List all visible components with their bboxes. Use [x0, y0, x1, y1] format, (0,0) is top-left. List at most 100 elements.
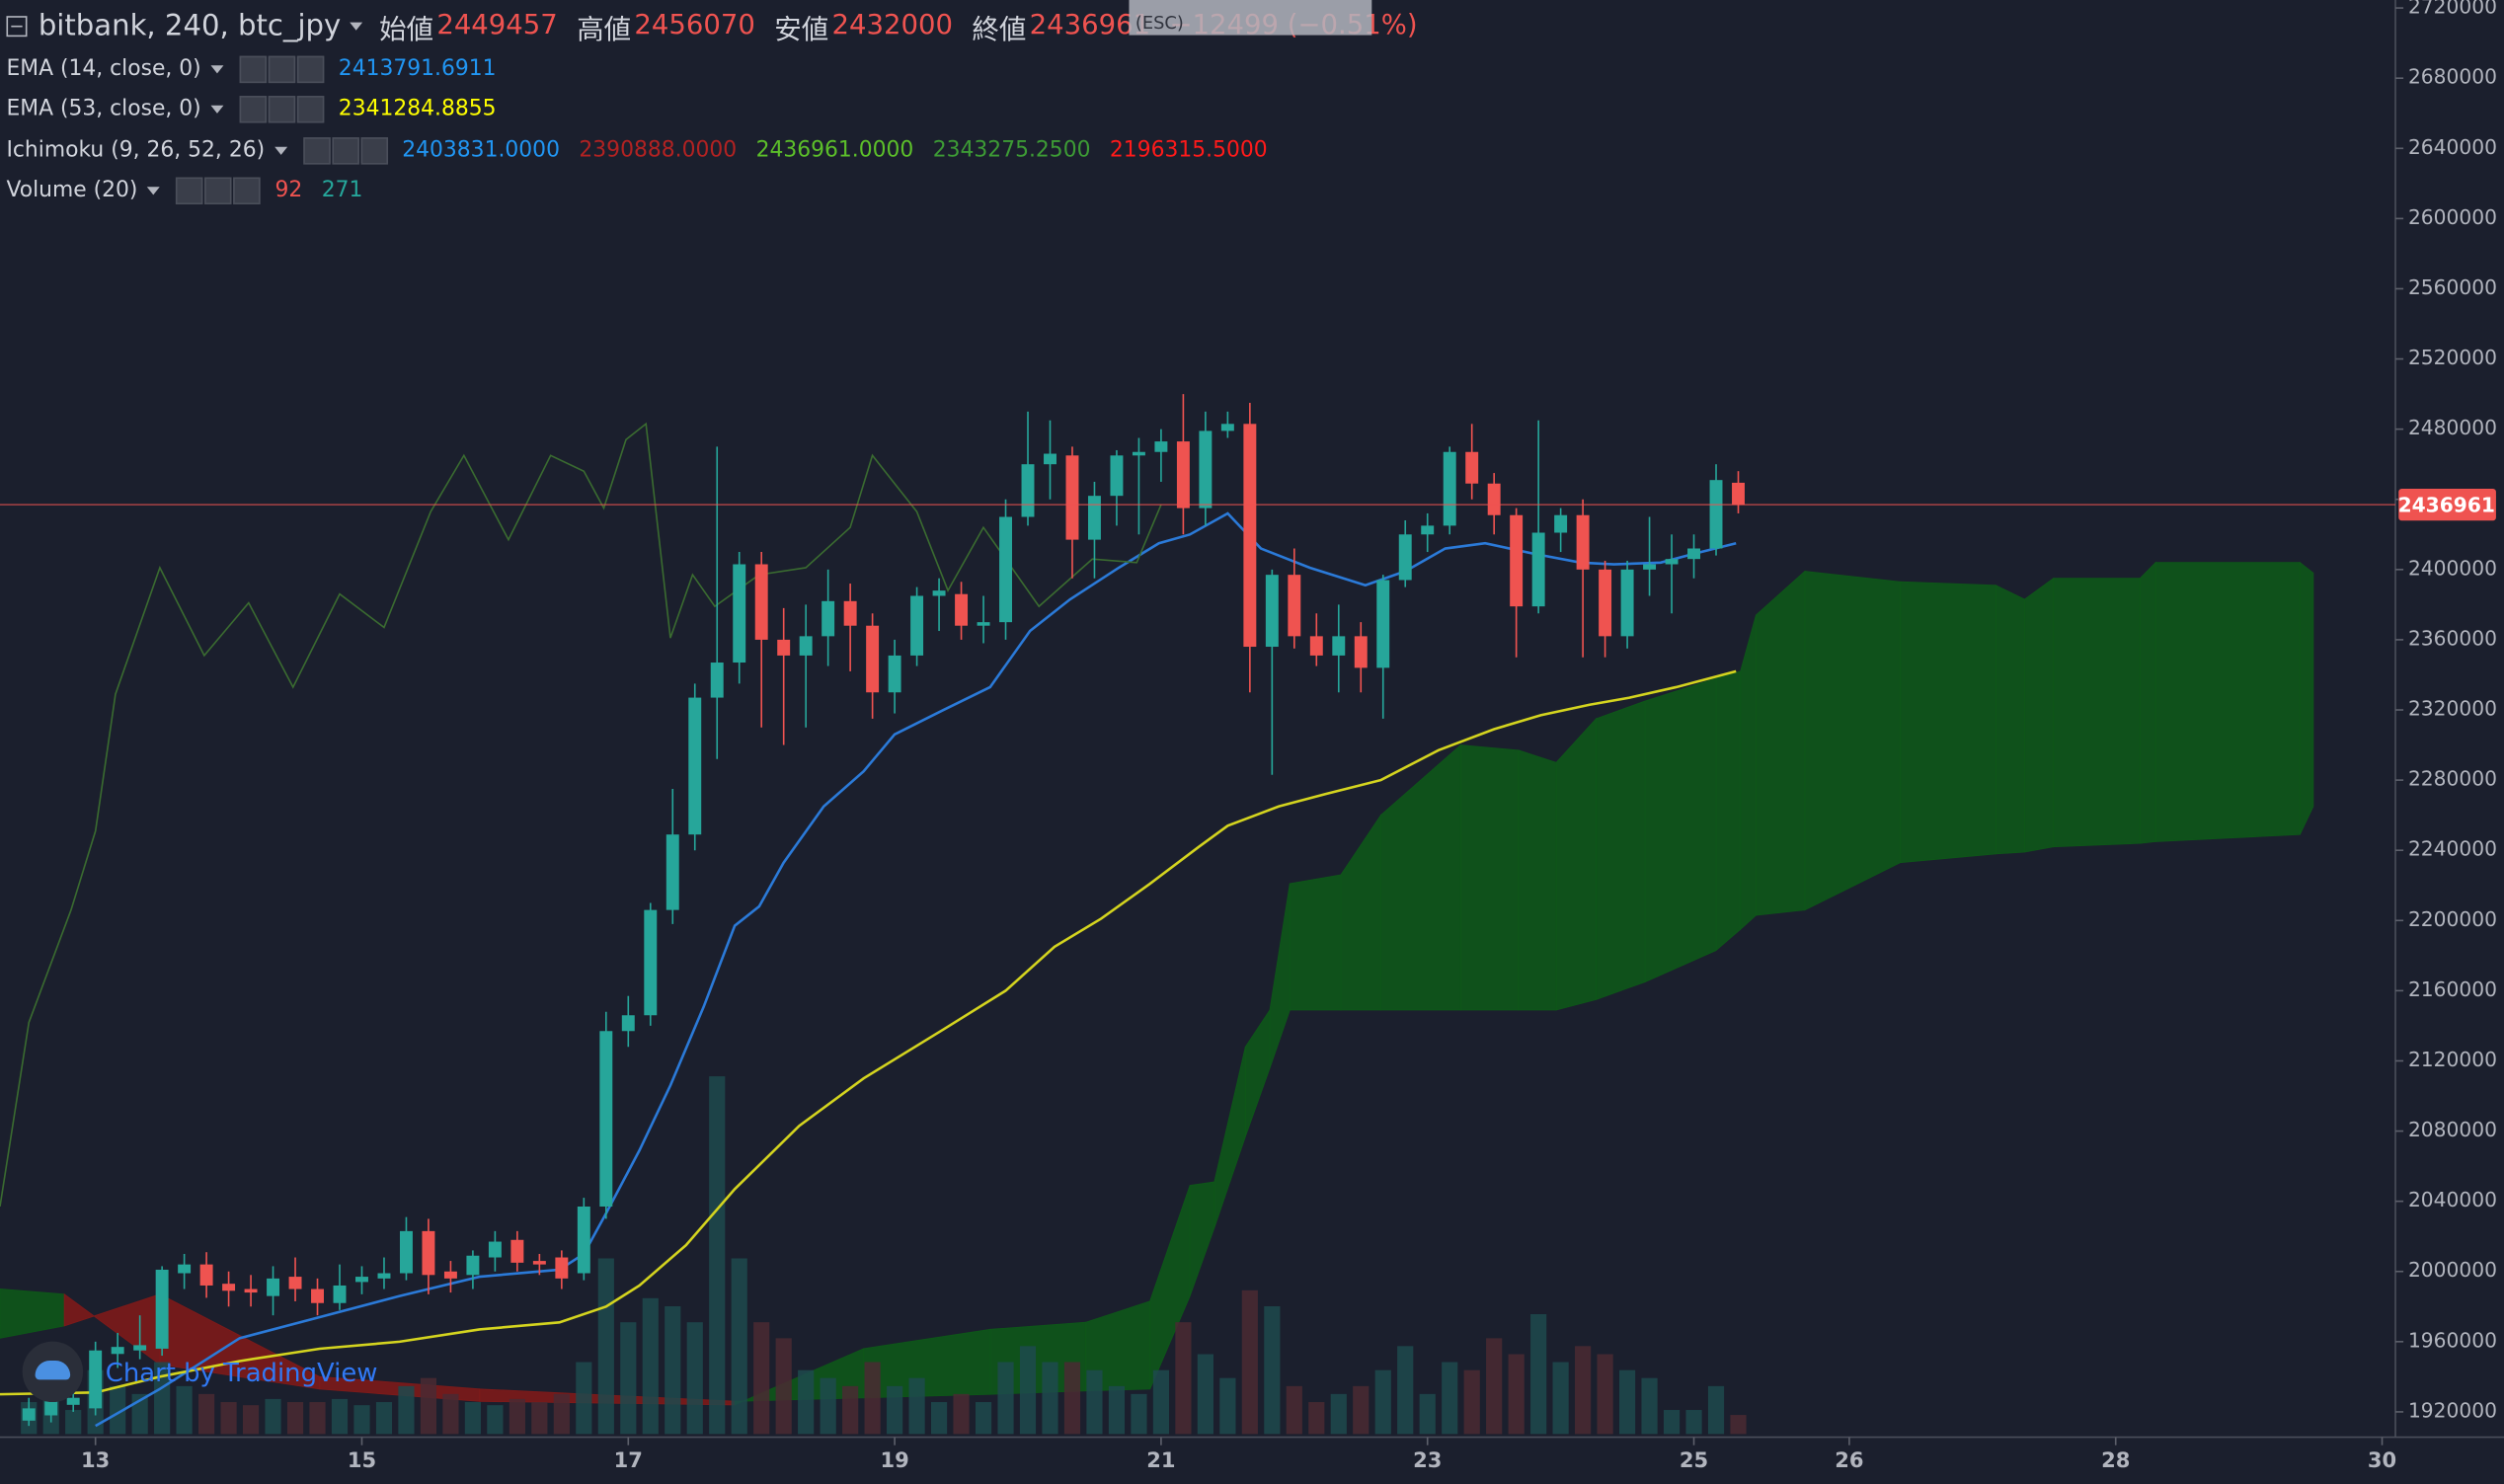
cloud-segment: [2154, 562, 2301, 842]
volume-bar: [620, 1322, 637, 1435]
y-tick-label: 2360000: [2408, 626, 2497, 650]
volume-bar: [1597, 1354, 1613, 1435]
volume-bar: [820, 1377, 836, 1435]
candle-body: [822, 600, 835, 637]
volume-bar: [1086, 1369, 1103, 1435]
indicator-menu[interactable]: [210, 104, 224, 114]
volume-bar: [420, 1377, 437, 1435]
candle-body: [1709, 480, 1723, 549]
indicator-menu[interactable]: [210, 64, 224, 73]
y-tick-label: 1960000: [2408, 1328, 2497, 1352]
candle-body: [1265, 575, 1279, 648]
candle-body: [733, 564, 746, 664]
volume-bar: [442, 1393, 459, 1435]
volume-value: 92: [274, 177, 303, 203]
volume-bar: [997, 1362, 1014, 1435]
indicator-button[interactable]: [268, 95, 296, 122]
y-tick-label: 2600000: [2408, 205, 2497, 229]
candle-body: [1087, 496, 1101, 540]
volume-bar: [353, 1405, 370, 1435]
y-tick-label: 2720000: [2408, 0, 2497, 19]
indicator-line: [0, 669, 1737, 1396]
y-tick-label: 2080000: [2408, 1118, 2497, 1141]
volume-bar: [1152, 1369, 1170, 1435]
y-tick-label: 2200000: [2408, 907, 2497, 931]
x-tick-label: 26: [1835, 1447, 1863, 1472]
volume-bar: [1175, 1322, 1192, 1435]
indicator-button[interactable]: [296, 95, 325, 122]
indicator-button[interactable]: [296, 54, 325, 83]
cloud-segment: [1900, 581, 1996, 864]
cloud-segment: [2299, 561, 2314, 835]
volume-bar: [709, 1076, 726, 1435]
volume-bar: [154, 1362, 171, 1435]
volume-bar: [953, 1393, 970, 1435]
indicator-menu[interactable]: [274, 145, 287, 155]
tooltip: (ESC): [1129, 0, 1372, 36]
candle-body: [1243, 424, 1257, 648]
cloud-segment: [1555, 717, 1598, 1011]
cloud-segment: [2139, 561, 2156, 844]
x-tick-label: 13: [81, 1447, 110, 1472]
volume-bar: [1663, 1410, 1681, 1435]
candle-body: [555, 1257, 569, 1279]
indicator-button[interactable]: [204, 176, 232, 204]
indicator-row: Ichimoku (9, 26, 52, 26) 2403831.0000 2390…: [6, 132, 1287, 168]
y-tick-label: 2680000: [2408, 65, 2497, 89]
indicator-menu[interactable]: [147, 186, 161, 195]
close-label: 終値: [972, 13, 1027, 46]
volume-bar: [1063, 1362, 1081, 1435]
volume-bar: [531, 1402, 548, 1435]
symbol-menu[interactable]: [350, 21, 363, 30]
cloud-segment: [1459, 744, 1520, 1011]
indicator-button[interactable]: [302, 136, 331, 164]
volume-bar: [1530, 1313, 1547, 1435]
indicator-button[interactable]: [268, 54, 296, 83]
indicator-label[interactable]: Volume (20): [6, 177, 138, 203]
indicator-row: Volume (20) 92 271: [6, 173, 381, 208]
y-tick-label: 2160000: [2408, 977, 2497, 1001]
indicator-button[interactable]: [176, 176, 203, 204]
indicator-button[interactable]: [239, 54, 268, 83]
volume-bar: [286, 1402, 304, 1435]
indicator-value: 2343275.2500: [932, 137, 1091, 163]
collapse-toggle[interactable]: [6, 15, 28, 37]
y-tick-label: 2560000: [2408, 275, 2497, 299]
volume-bar: [1463, 1369, 1480, 1435]
candle-body: [577, 1206, 590, 1274]
candle-body: [866, 625, 880, 693]
symbol[interactable]: bitbank, 240, btc_jpy: [38, 8, 342, 42]
candle-body: [1732, 482, 1745, 506]
volume-bar: [1019, 1346, 1037, 1435]
volume-bar: [110, 1385, 126, 1435]
indicator-label[interactable]: Ichimoku (9, 26, 52, 26): [6, 137, 266, 163]
indicator-button[interactable]: [239, 95, 268, 122]
candle-body: [1021, 464, 1035, 517]
y-tick-label: 2000000: [2408, 1258, 2497, 1282]
watermark[interactable]: Chart by TradingView: [22, 1341, 378, 1403]
indicator-button[interactable]: [360, 136, 388, 164]
indicator-button[interactable]: [233, 176, 261, 204]
candle-body: [1421, 525, 1435, 535]
indicator-value: 2413791.6911: [338, 55, 497, 82]
x-tick-label: 30: [2368, 1447, 2396, 1472]
indicator-label[interactable]: EMA (14, close, 0): [6, 55, 201, 82]
high-label: 高値: [577, 13, 632, 46]
candle-body: [1687, 548, 1700, 560]
candle-body: [1044, 453, 1056, 465]
indicator-value: 2196315.5000: [1109, 137, 1268, 163]
x-tick-label: 23: [1413, 1447, 1442, 1472]
volume-bar: [1264, 1306, 1281, 1435]
low-label: 安値: [774, 13, 829, 46]
candle-body: [66, 1397, 80, 1405]
indicator-button[interactable]: [332, 136, 359, 164]
volume-bar: [375, 1402, 393, 1435]
candle-body: [510, 1239, 524, 1263]
volume-bar: [642, 1297, 659, 1435]
watermark-text[interactable]: Chart by TradingView: [105, 1356, 378, 1387]
candle-body: [1576, 514, 1590, 570]
indicator-label[interactable]: EMA (53, close, 0): [6, 96, 201, 121]
volume-bar: [1330, 1393, 1347, 1435]
candle-body: [799, 636, 813, 656]
volume-bar: [1419, 1393, 1436, 1435]
